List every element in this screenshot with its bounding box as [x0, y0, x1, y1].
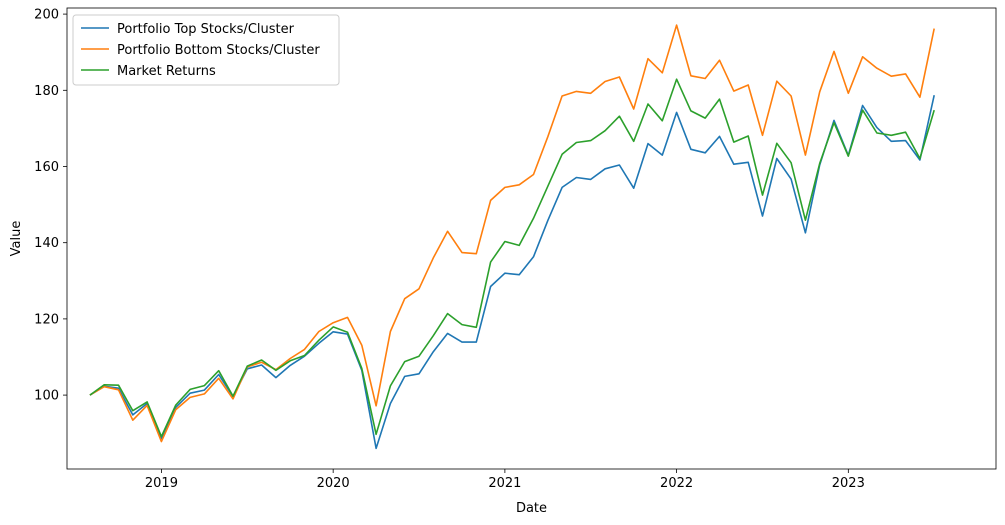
legend-box: [72, 14, 340, 86]
legend-label: Portfolio Top Stocks/Cluster: [117, 22, 295, 37]
x-axis: 2019 2020 2021 2022 2023: [145, 469, 865, 491]
y-tick-label: 200: [34, 8, 59, 23]
legend: Portfolio Top Stocks/Cluster Portfolio Bo…: [72, 14, 340, 86]
x-axis-title: Date: [516, 501, 547, 516]
x-tick-label: 2019: [145, 476, 178, 491]
x-tick-label: 2023: [832, 476, 865, 491]
series-line-3: [89, 78, 935, 438]
y-tick-label: 100: [34, 389, 59, 404]
x-tick-label: 2022: [660, 476, 693, 491]
x-tick-label: 2021: [488, 476, 521, 491]
series-line-2: [89, 24, 935, 443]
y-tick-label: 140: [34, 236, 59, 251]
legend-label: Market Returns: [117, 64, 216, 79]
legend-label: Portfolio Bottom Stocks/Cluster: [117, 43, 320, 58]
x-tick-label: 2020: [317, 476, 350, 491]
plot-frame: [66, 7, 997, 470]
y-tick-label: 120: [34, 312, 59, 327]
series-layer: [89, 24, 935, 450]
y-tick-label: 160: [34, 160, 59, 175]
y-tick-label: 180: [34, 84, 59, 99]
y-axis: 100 120 140 160 180 200: [34, 8, 67, 404]
y-axis-title: Value: [9, 221, 24, 257]
